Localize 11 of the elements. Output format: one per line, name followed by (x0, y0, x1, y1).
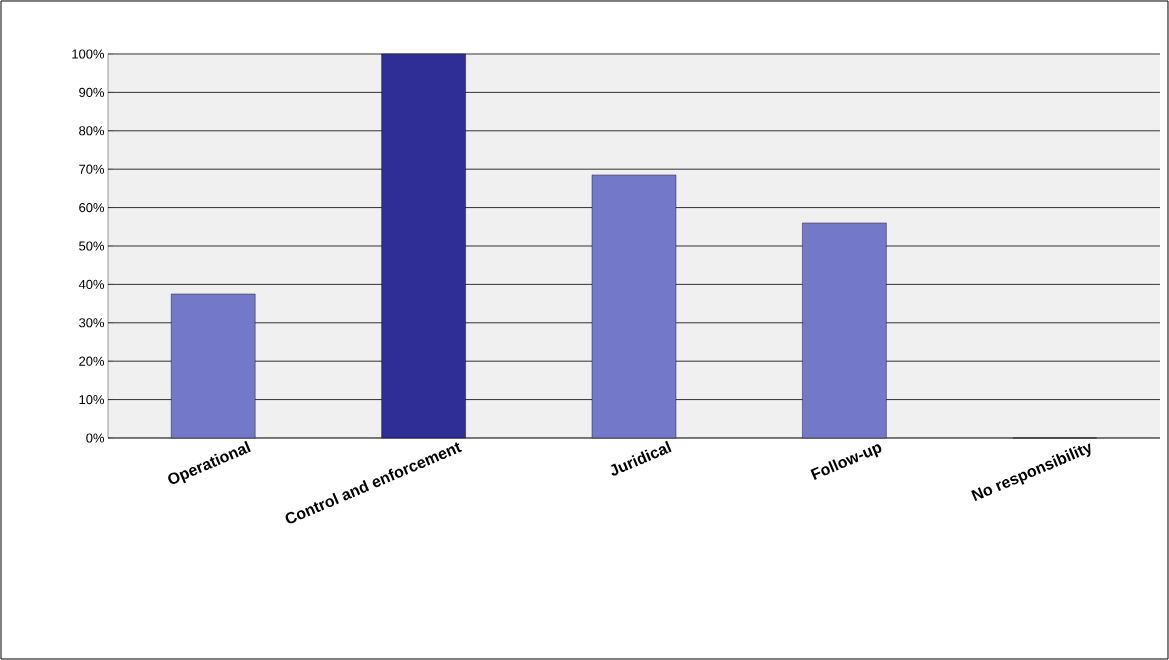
y-tick-label: 0% (86, 433, 105, 443)
y-tick-label: 80% (79, 126, 105, 136)
y-tick-label: 20% (79, 356, 105, 366)
y-tick-label: 90% (79, 87, 105, 97)
y-tick-label: 60% (79, 203, 105, 213)
y-tick-label: 70% (79, 164, 105, 174)
y-tick-label: 40% (78, 279, 105, 289)
y-tick-label: 30% (79, 318, 105, 328)
y-tick-label: 50% (79, 241, 105, 251)
y-tick-label: 10% (79, 395, 105, 405)
y-tick-label: 100% (72, 49, 105, 59)
